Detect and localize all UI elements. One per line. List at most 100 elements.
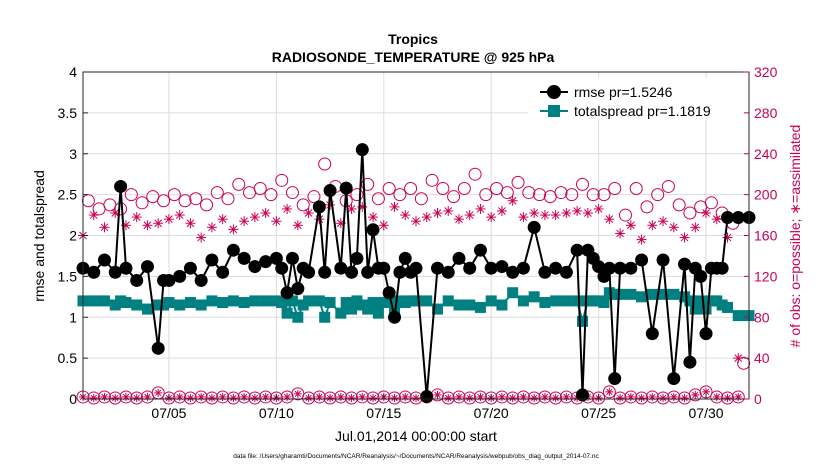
- rmse-point: [667, 372, 681, 386]
- obs-possible-point: [221, 192, 235, 206]
- obs-assimilated-point: [647, 220, 658, 231]
- totalspread-point: [383, 295, 395, 307]
- obs-assimilated-point: [658, 216, 669, 227]
- rmse-point: [377, 261, 391, 275]
- obs-assimilated-point: [605, 387, 614, 396]
- legend-totalspread-marker: [548, 105, 560, 117]
- totalspread-point: [184, 297, 196, 309]
- obs-assimilated-point: [368, 212, 379, 223]
- rmse-point: [345, 265, 359, 279]
- rmse-point: [602, 261, 616, 275]
- obs-possible-point: [538, 390, 552, 404]
- rmse-point: [576, 388, 589, 402]
- totalspread-point: [120, 297, 132, 309]
- totalspread-point: [362, 303, 374, 315]
- rmse-point: [237, 251, 251, 265]
- obs-assimilated-point: [540, 392, 549, 401]
- obs-assimilated-point: [453, 214, 464, 225]
- x-axis-label: Jul.01,2014 00:00:00 start: [335, 428, 497, 444]
- rmse-point: [119, 261, 133, 275]
- obs-assimilated-point: [100, 392, 109, 401]
- obs-possible-point: [672, 198, 686, 212]
- totalspread-point: [313, 295, 325, 307]
- obs-assimilated-point: [260, 208, 271, 219]
- rmse-point: [194, 273, 208, 287]
- totalspread-point: [227, 295, 239, 307]
- totalspread-point: [163, 297, 175, 309]
- rmse-point: [280, 286, 294, 300]
- obs-possible-point: [586, 188, 600, 202]
- obs-possible-point: [602, 385, 616, 399]
- obs-possible-point: [232, 177, 246, 191]
- obs-assimilated-point: [304, 393, 313, 402]
- obs-possible-point: [361, 177, 375, 191]
- obs-assimilated-point: [615, 228, 626, 239]
- obs-assimilated-point: [475, 203, 486, 214]
- obs-possible-point: [618, 208, 632, 222]
- y-right-tick-label: 240: [754, 146, 778, 162]
- totalspread-point: [367, 297, 379, 309]
- obs-possible-point: [183, 391, 197, 405]
- rmse-point: [409, 261, 423, 275]
- obs-possible-point: [135, 196, 149, 210]
- obs-possible-point: [345, 391, 359, 405]
- obs-possible-point: [377, 390, 391, 404]
- rmse-point: [398, 251, 412, 265]
- obs-possible-point: [393, 188, 407, 202]
- obs-possible-point: [119, 390, 133, 404]
- obs-assimilated-point: [519, 392, 528, 401]
- obs-possible-point: [398, 390, 412, 404]
- obs-assimilated-point: [443, 205, 454, 216]
- totalspread-point: [260, 295, 272, 307]
- rmse-point: [393, 265, 407, 279]
- totalspread-point: [560, 295, 572, 307]
- rmse-point: [334, 261, 348, 275]
- totalspread-point: [442, 295, 454, 307]
- totalspread-point: [668, 288, 680, 300]
- obs-assimilated-point: [293, 389, 302, 398]
- obs-possible-point: [554, 186, 568, 200]
- rmse-point: [592, 260, 606, 274]
- obs-possible-point: [404, 181, 418, 195]
- obs-possible-point: [522, 186, 536, 200]
- obs-assimilated-point: [507, 195, 518, 206]
- obs-assimilated-point: [572, 205, 583, 216]
- rmse-point: [473, 243, 487, 257]
- totalspread-point: [474, 301, 486, 313]
- obs-possible-point: [87, 391, 101, 405]
- rmse-point: [656, 253, 670, 267]
- rmse-point: [452, 251, 466, 265]
- obs-assimilated-point: [132, 393, 141, 402]
- series--obs-near-zero-possible-: [76, 385, 745, 405]
- obs-assimilated-point: [476, 392, 485, 401]
- legend-rmse-label: rmse pr=1.5246: [574, 84, 673, 100]
- x-tick-label: 07/25: [581, 405, 616, 421]
- totalspread-point: [174, 299, 186, 311]
- obs-assimilated-point: [240, 392, 249, 401]
- obs-assimilated-point: [131, 212, 142, 223]
- obs-possible-point: [511, 175, 525, 189]
- obs-possible-point: [210, 186, 224, 200]
- obs-possible-point: [495, 390, 509, 404]
- rmse-point: [339, 181, 353, 195]
- obs-assimilated-point: [464, 210, 475, 221]
- obs-assimilated-point: [496, 205, 507, 216]
- obs-possible-point: [624, 390, 638, 404]
- rmse-point: [361, 265, 375, 279]
- totalspread-point: [700, 303, 712, 315]
- obs-possible-point: [473, 390, 487, 404]
- obs-possible-point: [302, 391, 316, 405]
- obs-possible-point: [559, 390, 573, 404]
- obs-assimilated-point: [401, 392, 410, 401]
- obs-possible-point: [516, 390, 530, 404]
- totalspread-point: [88, 295, 100, 307]
- totalspread-point: [276, 297, 288, 309]
- obs-assimilated-point: [604, 214, 615, 225]
- obs-possible-point: [452, 390, 466, 404]
- obs-assimilated-point: [539, 210, 550, 221]
- totalspread-point: [636, 291, 648, 303]
- obs-possible-point: [108, 391, 122, 405]
- y-right-tick-label: 320: [754, 64, 778, 80]
- totalspread-point: [695, 295, 707, 307]
- obs-assimilated-point: [303, 208, 314, 219]
